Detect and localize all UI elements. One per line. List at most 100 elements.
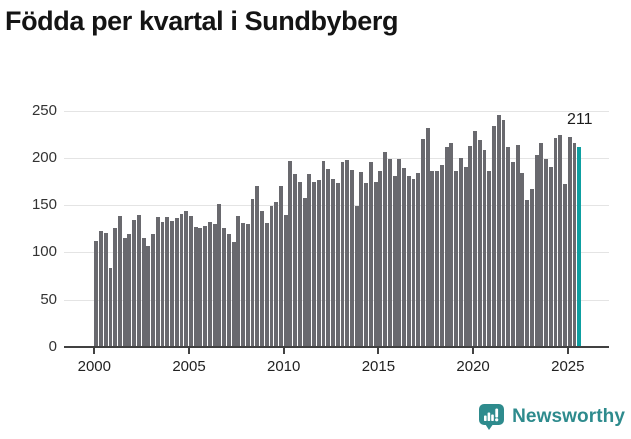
bar-2015-q4 [392,175,397,347]
bar-2002-q1 [132,220,137,347]
bar-2021-q1 [492,125,496,347]
x-axis-tick-2025 [566,348,569,354]
bar-2022-q3 [520,172,525,347]
bar-2016-q2 [402,168,406,347]
bar-2013-q1 [340,161,345,347]
bar-2006-q1 [207,222,212,347]
newsworthy-logo-text: Newsworthy [512,406,625,427]
bar-2008-q1 [245,224,250,347]
bar-2018-q3 [444,147,449,347]
bar-2017-q3 [425,127,430,347]
bar-2021-q4 [506,147,511,347]
bar-2010-q3 [293,173,298,347]
bar-2012-q4 [335,183,340,347]
bar-2023-q3 [539,142,544,347]
bar-2017-q2 [421,138,425,347]
bar-2012-q1 [321,160,326,347]
bar-2006-q3 [217,204,222,347]
x-axis-tick-label-2015: 2015 [361,358,396,375]
bar-2003-q3 [160,222,165,347]
bar-2009-q4 [278,186,283,347]
x-axis-tick-label-2025: 2025 [551,358,585,375]
bar-2018-q2 [439,165,444,347]
gridline-250 [64,110,609,112]
bar-2018-q4 [449,142,454,347]
bar-2023-q4 [544,158,549,347]
bar-2001-q4 [127,234,132,347]
bar-2010-q2 [288,160,293,347]
bar-2020-q1 [473,131,477,347]
bar-2008-q3 [255,186,260,347]
highlight-value-label: 211 [566,111,593,128]
x-axis-tick-2000 [93,348,96,354]
bar-2014-q3 [368,161,373,347]
bar-2025-q2 [572,142,577,347]
bar-2015-q3 [387,158,392,347]
bar-2016-q4 [411,178,416,347]
bar-2017-q1 [416,172,421,347]
x-axis-tick-label-2010: 2010 [267,358,301,375]
y-axis-tick-label-0: 0 [48,338,57,355]
bar-2005-q1 [189,215,193,347]
x-axis-tick-2020 [472,348,475,354]
gridline-200 [64,157,609,159]
bar-2023-q1 [529,189,534,347]
bar-2023-q2 [534,155,539,347]
bar-2016-q1 [397,158,402,347]
bar-2009-q2 [269,206,274,347]
bar-2002-q3 [141,238,146,347]
bar-2000-q4 [108,267,113,347]
bar-2017-q4 [430,171,435,347]
bar-2019-q2 [458,157,463,347]
bar-2004-q3 [179,213,184,347]
bar-2000-q1 [94,241,99,347]
bar-2016-q3 [406,175,411,347]
bar-2007-q4 [241,223,245,347]
x-axis-tick-2005 [188,348,190,354]
bar-2025-q1 [567,137,572,347]
x-axis-tick-2010 [282,348,285,354]
bar-2001-q2 [117,215,122,347]
bar-2021-q3 [501,120,506,347]
bar-2024-q3 [558,135,563,347]
bar-2008-q4 [260,210,264,347]
bar-2005-q3 [198,227,203,347]
bar-2015-q2 [383,152,388,347]
bar-2000-q2 [99,230,103,347]
bar-2022-q1 [510,161,515,347]
bar-2014-q1 [359,172,364,347]
bar-2010-q1 [283,214,288,347]
bar-2011-q3 [312,182,316,347]
bar-2003-q4 [165,216,170,347]
bar-2012-q3 [331,178,335,347]
bar-2019-q3 [463,167,468,347]
x-axis-tick-label-2000: 2000 [77,358,111,375]
newsworthy-logo-icon [478,403,505,431]
bar-2013-q4 [354,206,359,347]
bar-2004-q1 [170,221,174,347]
bar-2002-q2 [136,214,141,347]
bar-2024-q2 [553,137,558,347]
y-axis-tick-label-50: 50 [40,290,57,308]
bar-2007-q3 [236,215,241,347]
bar-2019-q1 [454,171,459,347]
bar-2021-q2 [496,115,501,347]
bar-2011-q4 [316,179,321,347]
bar-2024-q1 [548,167,553,347]
bar-2011-q2 [307,173,312,347]
bar-2003-q1 [151,234,155,347]
bar-2006-q2 [212,224,217,347]
bar-2014-q4 [373,181,378,347]
bar-2020-q3 [482,150,487,347]
bar-2006-q4 [222,227,227,347]
x-axis-line [64,346,609,348]
bar-2014-q2 [364,183,369,347]
bar-2002-q4 [146,245,151,347]
x-axis-tick-label-2020: 2020 [456,358,490,375]
y-axis-tick-label-250: 250 [31,101,57,119]
bar-2025-q3 [577,147,582,347]
bar-2020-q4 [487,171,492,347]
bar-2007-q2 [231,242,236,347]
bar-2012-q2 [326,169,331,347]
